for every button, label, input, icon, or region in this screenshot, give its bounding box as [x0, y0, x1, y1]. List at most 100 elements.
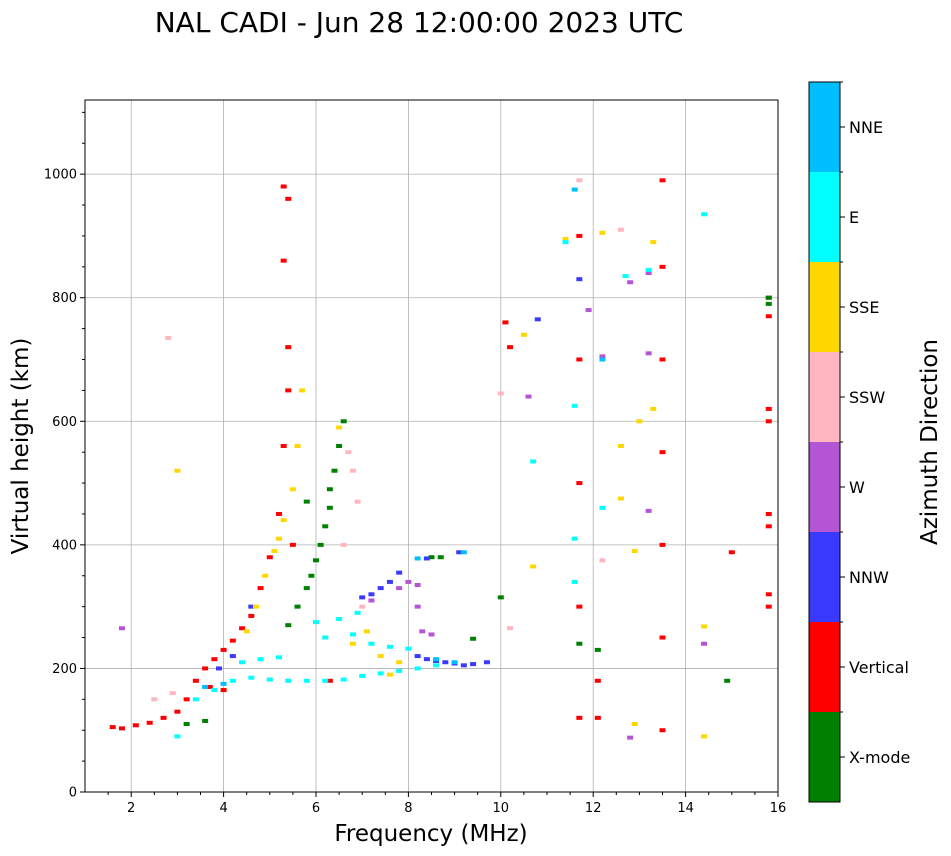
echo-point-nne [571, 187, 578, 192]
echo-point-vertical [659, 264, 666, 269]
echo-point-sse [349, 641, 356, 646]
colorbar-swatch [809, 82, 840, 172]
y-tick-label: 1000 [44, 168, 77, 183]
echo-point-x-mode [594, 647, 601, 652]
x-tick-label: 14 [677, 801, 694, 816]
echo-point-x-mode [313, 558, 319, 563]
echo-point-ssw [340, 542, 347, 547]
echo-point-nnw [414, 654, 421, 659]
echo-point-w [645, 508, 652, 513]
echo-point-nne [433, 657, 440, 662]
echo-point-vertical [220, 688, 227, 693]
echo-point-e [530, 459, 537, 464]
echo-point-x-mode [470, 636, 477, 641]
echo-point-w [627, 735, 634, 740]
echo-point-w [599, 354, 606, 359]
echo-point-x-mode [303, 586, 310, 591]
echo-point-w [118, 626, 125, 631]
echo-point-vertical [576, 233, 583, 238]
echo-point-vertical [765, 592, 772, 597]
echo-point-vertical [248, 613, 255, 618]
echo-point-e [433, 663, 440, 668]
colorbar-swatch [809, 712, 840, 802]
x-tick-label: 10 [493, 801, 510, 816]
echo-point-vertical [576, 357, 583, 362]
echo-point-vertical [765, 314, 772, 319]
echo-point-vertical [206, 684, 213, 689]
echo-point-vertical [765, 511, 772, 516]
colorbar-swatch [809, 532, 840, 622]
echo-point-sse [336, 425, 343, 430]
echo-point-nne [451, 660, 458, 665]
echo-point-vertical [239, 626, 246, 631]
echo-point-sse [271, 549, 278, 554]
echo-point-w [645, 351, 652, 356]
echo-point-w [627, 280, 634, 285]
echo-point-nnw [456, 550, 463, 555]
echo-point-w [585, 308, 592, 313]
colorbar-swatch [809, 622, 840, 712]
colorbar-swatch [809, 262, 840, 352]
echo-point-sse [631, 549, 638, 554]
echo-point-x-mode [326, 487, 333, 492]
echo-point-sse [377, 654, 384, 659]
echo-point-x-mode [765, 301, 772, 306]
echo-point-e [174, 734, 181, 739]
echo-point-e [239, 660, 246, 665]
chart-title: NAL CADI - Jun 28 12:00:00 2023 UTC [155, 6, 684, 39]
echo-point-nnw [442, 660, 449, 665]
echo-point-e [599, 505, 606, 510]
x-tick-label: 6 [312, 801, 320, 816]
echo-point-e [313, 620, 319, 625]
echo-point-vertical [594, 678, 601, 683]
colorbar-frame [808, 81, 841, 803]
echo-point-vertical [280, 258, 287, 263]
echo-point-x-mode [202, 718, 209, 723]
x-tick-label: 4 [219, 801, 227, 816]
echo-point-w [405, 579, 412, 584]
echo-point-ssw [359, 604, 366, 609]
echo-point-x-mode [765, 295, 772, 300]
colorbar-swatch [809, 172, 840, 262]
echo-point-e [571, 403, 578, 408]
echo-point-nne [220, 681, 227, 686]
echo-point-vertical [229, 638, 236, 643]
echo-point-vertical [285, 388, 292, 393]
echo-point-vertical [202, 666, 209, 671]
echo-point-nnw [248, 604, 255, 609]
echo-point-vertical [765, 524, 772, 529]
echo-point-nne [414, 556, 421, 561]
echo-point-x-mode [308, 573, 315, 578]
echo-point-e [276, 655, 283, 660]
echo-point-sse [262, 573, 269, 578]
echo-point-vertical [174, 709, 181, 714]
echo-point-ssw [497, 391, 504, 396]
echo-point-x-mode [285, 623, 292, 628]
echo-point-e [322, 635, 329, 640]
echo-point-e [571, 579, 578, 584]
colorbar-swatch [809, 352, 840, 442]
colorbar-label-w: W [849, 478, 865, 497]
echo-point-x-mode [336, 444, 343, 448]
echo-point-vertical [659, 728, 666, 733]
echo-point-vertical [765, 604, 772, 609]
colorbar-label-sse: SSE [849, 298, 879, 317]
echo-point-x-mode [340, 419, 347, 424]
echo-point-sse [636, 419, 643, 424]
echo-point-vertical [659, 357, 666, 362]
echo-point-sse [617, 444, 624, 448]
echo-point-e [622, 274, 629, 279]
echo-point-vertical [659, 178, 666, 183]
colorbar-label-nnw: NNW [849, 568, 889, 587]
echo-point-vertical [502, 320, 509, 325]
echo-point-e [266, 677, 273, 682]
echo-point-vertical [285, 345, 292, 350]
echo-point-sse [243, 629, 250, 634]
echo-point-e [405, 646, 412, 651]
echo-point-w [368, 598, 375, 603]
echo-point-vertical [280, 184, 287, 189]
echo-point-vertical [276, 511, 283, 516]
echo-point-sse [276, 536, 283, 541]
echo-point-vertical [160, 715, 167, 720]
echo-point-sse [701, 624, 708, 629]
